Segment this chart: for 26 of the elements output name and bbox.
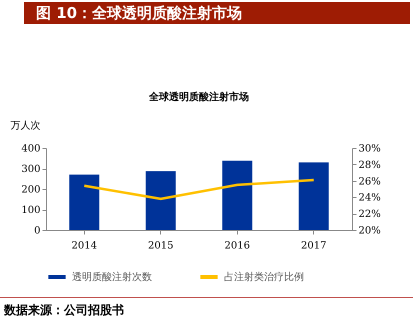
bar [298, 162, 329, 230]
line-series [83, 178, 315, 200]
legend-label: 占注射类治疗比例 [224, 271, 304, 283]
y2-tick-label: 20% [358, 226, 381, 236]
y2-tick-label: 26% [358, 176, 381, 188]
x-tick-label: 2016 [224, 240, 250, 252]
bar [69, 174, 100, 230]
y2-tick-label: 22% [358, 209, 381, 220]
x-tick-label: 2015 [148, 240, 174, 252]
chart-title: 图 10：全球透明质酸注射市场 [24, 2, 410, 24]
y-tick-label: 0 [34, 226, 40, 236]
y-tick-label: 200 [21, 184, 40, 196]
chart-subtitle: 全球透明质酸注射市场 [148, 91, 249, 103]
y-tick-label: 400 [21, 144, 40, 154]
x-tick-label: 2014 [72, 240, 97, 252]
bar [222, 160, 252, 230]
y-tick-label: 100 [21, 205, 40, 216]
bar [146, 171, 176, 230]
y2-tick-label: 28% [358, 160, 381, 171]
y2-tick-label: 30% [358, 144, 381, 154]
legend-label: 透明质酸注射次数 [72, 271, 152, 283]
source-note: 数据来源：公司招股书 [4, 302, 124, 319]
y-tick-label: 300 [21, 164, 40, 175]
y2-tick-label: 24% [358, 192, 381, 204]
x-tick-label: 2017 [301, 240, 326, 252]
y-axis-title: 万人次 [10, 120, 40, 132]
